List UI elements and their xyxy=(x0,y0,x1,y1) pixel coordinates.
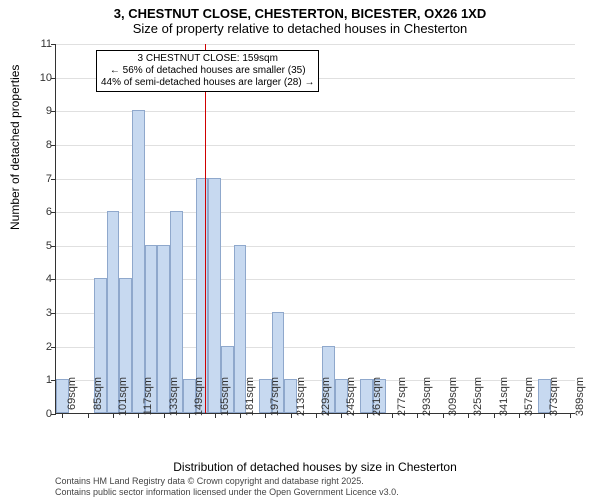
ytick-label: 7 xyxy=(34,173,52,185)
xtick-mark xyxy=(468,413,469,418)
xtick-label: 341sqm xyxy=(498,377,510,422)
xtick-label: 101sqm xyxy=(117,377,129,422)
xtick-label: 213sqm xyxy=(295,377,307,422)
ytick-label: 5 xyxy=(34,240,52,252)
xtick-label: 245sqm xyxy=(345,377,357,422)
xtick-mark xyxy=(519,413,520,418)
xtick-mark xyxy=(544,413,545,418)
xtick-mark xyxy=(88,413,89,418)
ytick-label: 8 xyxy=(34,139,52,151)
xtick-mark xyxy=(341,413,342,418)
xtick-mark xyxy=(138,413,139,418)
xtick-label: 197sqm xyxy=(269,377,281,422)
ytick-label: 9 xyxy=(34,105,52,117)
xtick-label: 117sqm xyxy=(142,377,154,422)
marker-line xyxy=(205,44,206,413)
xtick-label: 85sqm xyxy=(92,377,104,422)
plot-area: 0123456789101169sqm85sqm101sqm117sqm133s… xyxy=(55,44,575,414)
xtick-mark xyxy=(392,413,393,418)
annotation-line2: ← 56% of detached houses are smaller (35… xyxy=(101,65,314,77)
xtick-mark xyxy=(240,413,241,418)
footer-text: Contains HM Land Registry data © Crown c… xyxy=(55,476,399,498)
xtick-mark xyxy=(215,413,216,418)
xtick-mark xyxy=(316,413,317,418)
gridline xyxy=(56,44,575,45)
y-axis-label: Number of detached properties xyxy=(8,65,22,230)
xtick-label: 325sqm xyxy=(472,377,484,422)
ytick-label: 0 xyxy=(34,408,52,420)
xtick-label: 229sqm xyxy=(320,377,332,422)
footer-line2: Contains public sector information licen… xyxy=(55,487,399,498)
xtick-label: 165sqm xyxy=(219,377,231,422)
xtick-label: 389sqm xyxy=(574,377,586,422)
xtick-mark xyxy=(265,413,266,418)
x-axis-label: Distribution of detached houses by size … xyxy=(55,460,575,474)
xtick-label: 181sqm xyxy=(244,377,256,422)
xtick-mark xyxy=(113,413,114,418)
ytick-label: 10 xyxy=(34,72,52,84)
xtick-mark xyxy=(164,413,165,418)
xtick-mark xyxy=(189,413,190,418)
ytick-label: 3 xyxy=(34,307,52,319)
ytick-label: 2 xyxy=(34,341,52,353)
xtick-label: 357sqm xyxy=(523,377,535,422)
chart-subtitle: Size of property relative to detached ho… xyxy=(0,21,600,36)
ytick-label: 11 xyxy=(34,38,52,50)
xtick-mark xyxy=(62,413,63,418)
xtick-label: 373sqm xyxy=(548,377,560,422)
ytick-label: 6 xyxy=(34,206,52,218)
xtick-label: 133sqm xyxy=(168,377,180,422)
xtick-mark xyxy=(291,413,292,418)
xtick-mark xyxy=(417,413,418,418)
xtick-mark xyxy=(570,413,571,418)
ytick-label: 1 xyxy=(34,374,52,386)
histogram-bar xyxy=(132,110,145,413)
xtick-label: 149sqm xyxy=(193,377,205,422)
annotation-line1: 3 CHESTNUT CLOSE: 159sqm xyxy=(101,53,314,65)
footer-line1: Contains HM Land Registry data © Crown c… xyxy=(55,476,399,487)
ytick-label: 4 xyxy=(34,273,52,285)
xtick-label: 309sqm xyxy=(447,377,459,422)
xtick-mark xyxy=(494,413,495,418)
xtick-label: 277sqm xyxy=(396,377,408,422)
xtick-mark xyxy=(443,413,444,418)
annotation-line3: 44% of semi-detached houses are larger (… xyxy=(101,77,314,89)
xtick-label: 261sqm xyxy=(371,377,383,422)
xtick-label: 69sqm xyxy=(66,377,78,422)
annotation-box: 3 CHESTNUT CLOSE: 159sqm ← 56% of detach… xyxy=(96,50,319,92)
chart-title: 3, CHESTNUT CLOSE, CHESTERTON, BICESTER,… xyxy=(0,6,600,21)
xtick-label: 293sqm xyxy=(421,377,433,422)
xtick-mark xyxy=(367,413,368,418)
